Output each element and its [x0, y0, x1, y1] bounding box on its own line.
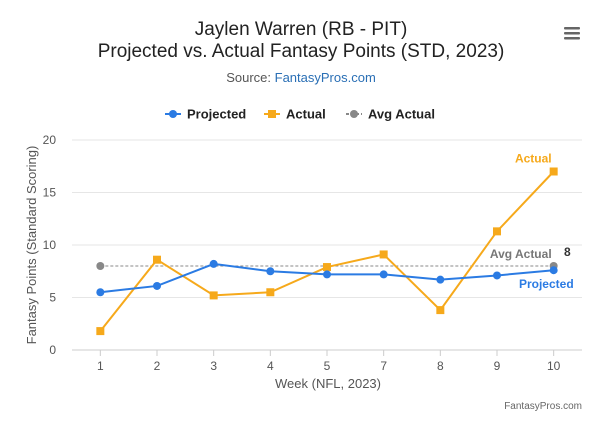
legend-label: Projected: [187, 107, 246, 122]
data-point-projected[interactable]: [96, 288, 105, 297]
y-tick-label: 15: [43, 186, 57, 200]
x-tick-label: 10: [547, 359, 561, 373]
source-link[interactable]: FantasyPros.com: [275, 70, 376, 85]
y-tick-label: 0: [49, 343, 56, 357]
x-axis-ticks: 1 2 3 4 5 7 8 9 10: [97, 350, 561, 373]
series-layer: [96, 167, 558, 336]
legend-marker: [268, 110, 276, 118]
data-point-actual[interactable]: [209, 291, 218, 300]
chart-title-line2: Projected vs. Actual Fantasy Points (STD…: [98, 41, 505, 62]
data-point-projected[interactable]: [266, 267, 275, 276]
x-tick-label: 9: [494, 359, 501, 373]
chart-title-line1: Jaylen Warren (RB - PIT): [195, 19, 408, 40]
x-tick-label: 5: [324, 359, 331, 373]
data-point-projected[interactable]: [493, 271, 501, 280]
legend-item-actual[interactable]: Actual: [264, 107, 326, 122]
data-point-actual[interactable]: [379, 250, 388, 259]
y-tick-label: 5: [49, 291, 56, 305]
annotation-avg-actual: Avg Actual: [490, 247, 552, 261]
data-point-projected[interactable]: [549, 266, 558, 275]
x-tick-label: 8: [437, 359, 444, 373]
series-actual: [96, 167, 558, 336]
data-point-projected[interactable]: [153, 281, 161, 290]
data-point-actual[interactable]: [96, 327, 105, 336]
chart-credit[interactable]: FantasyPros.com: [504, 401, 582, 412]
x-axis-title: Week (NFL, 2023): [275, 376, 381, 391]
annotation-projected: Projected: [519, 277, 574, 291]
x-tick-label: 3: [210, 359, 217, 373]
legend-item-avg-actual[interactable]: Avg Actual: [346, 107, 435, 122]
data-point-actual[interactable]: [493, 227, 501, 236]
y-axis-title: Fantasy Points (Standard Scoring): [24, 146, 39, 345]
data-point-projected[interactable]: [436, 275, 445, 284]
grid: [72, 139, 582, 351]
x-tick-label: 4: [267, 359, 274, 373]
data-point-avg-actual[interactable]: [96, 262, 105, 270]
data-point-actual[interactable]: [436, 306, 445, 315]
source-label: Source:: [226, 70, 274, 85]
data-point-actual[interactable]: [153, 255, 161, 264]
series-projected: [96, 259, 558, 297]
annotation-8: 8: [564, 245, 571, 259]
data-point-projected[interactable]: [379, 270, 388, 279]
legend-item-projected[interactable]: Projected: [165, 107, 246, 122]
legend-label: Actual: [286, 107, 326, 122]
x-tick-label: 2: [154, 359, 161, 373]
y-tick-label: 10: [43, 238, 57, 252]
data-point-actual[interactable]: [323, 263, 331, 272]
series-line-actual: [99, 170, 555, 332]
data-point-projected[interactable]: [209, 259, 218, 268]
legend-label: Avg Actual: [368, 107, 435, 122]
legend-marker: [169, 110, 177, 118]
annotations: Actual Avg Actual 8 Projected: [490, 152, 574, 292]
legend-marker: [350, 110, 358, 118]
data-point-actual[interactable]: [549, 167, 558, 176]
annotation-actual: Actual: [515, 152, 552, 166]
y-tick-label: 20: [43, 133, 57, 147]
y-axis-ticks: 0 5 10 15 20: [43, 133, 57, 357]
x-tick-label: 1: [97, 359, 104, 373]
chart-subtitle: Source: FantasyPros.com: [226, 70, 376, 85]
x-tick-label: 7: [380, 359, 387, 373]
legend: Projected Actual Avg Actual: [165, 107, 435, 122]
data-point-projected[interactable]: [323, 270, 331, 279]
hamburger-menu-icon[interactable]: [557, 22, 585, 44]
data-point-actual[interactable]: [266, 288, 275, 297]
